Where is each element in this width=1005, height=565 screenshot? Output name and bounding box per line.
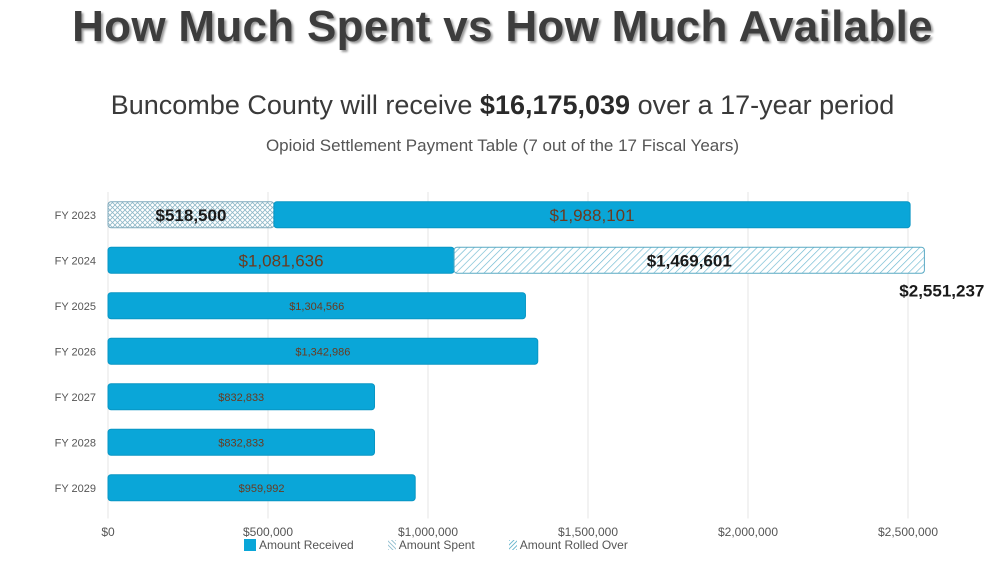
category-labels: FY 2023 FY 2024 FY 2025 FY 2026 FY 2027 FY 20… <box>55 210 96 495</box>
bars <box>107 201 925 502</box>
legend-label-rolled: Amount Rolled Over <box>519 538 628 552</box>
page-title: How Much Spent vs How Much Available <box>72 2 933 51</box>
subtitle: Buncombe County will receive $16,175,039… <box>0 90 1005 121</box>
x-tick-label: $1,500,000 <box>558 525 618 539</box>
bar-amount-received <box>107 383 376 411</box>
data-label: $832,833 <box>218 437 264 449</box>
subtitle-pre: Buncombe County will receive <box>110 90 480 120</box>
bar-amount-received <box>107 428 376 456</box>
legend-item-rolled: Amount Rolled Over <box>508 538 628 552</box>
data-label: $832,833 <box>218 392 264 404</box>
data-label: $959,992 <box>239 483 285 495</box>
legend-swatch-received <box>244 539 256 551</box>
category-label: FY 2024 <box>55 255 96 267</box>
data-label: $1,081,636 <box>239 251 324 270</box>
legend-swatch-rolled <box>508 540 517 550</box>
x-tick-label: $2,500,000 <box>878 525 938 539</box>
legend-swatch-spent <box>387 540 396 550</box>
bar-amount-received <box>107 337 539 365</box>
total-label: $2,551,237 <box>899 281 984 300</box>
bar-amount-rolled-over <box>453 246 925 274</box>
bar-amount-received <box>107 292 526 320</box>
category-label: FY 2029 <box>55 483 96 495</box>
category-label: FY 2028 <box>55 437 96 449</box>
data-label: $518,500 <box>156 206 227 225</box>
x-tick-label: $0 <box>101 525 115 539</box>
bar-amount-received <box>107 474 416 502</box>
legend: Amount Received Amount Spent Amount Roll… <box>244 538 628 552</box>
legend-label-received: Amount Received <box>259 538 354 552</box>
category-label: FY 2027 <box>55 392 96 404</box>
x-tick-label: $2,000,000 <box>718 525 778 539</box>
bar-amount-received <box>273 201 911 229</box>
data-label: $1,304,566 <box>289 301 344 313</box>
x-tick-labels: $0 $500,000 $1,000,000 $1,500,000 $2,000,000… <box>101 525 938 539</box>
legend-label-spent: Amount Spent <box>398 538 475 552</box>
legend-item-spent: Amount Spent <box>387 538 475 552</box>
data-label: $1,342,986 <box>295 346 350 358</box>
category-label: FY 2025 <box>55 301 96 313</box>
subtitle-amount: $16,175,039 <box>479 90 631 120</box>
data-labels: $518,500 $1,988,101 $1,081,636 $1,469,601 $1… <box>156 206 985 495</box>
legend-item-received: Amount Received <box>244 538 354 552</box>
subtitle-post: over a 17-year period <box>630 90 895 120</box>
x-tick-label: $500,000 <box>243 525 293 539</box>
x-tick-label: $1,000,000 <box>398 525 458 539</box>
data-label: $1,988,101 <box>549 206 634 225</box>
data-label: $1,469,601 <box>647 251 732 270</box>
category-label: FY 2026 <box>55 346 96 358</box>
category-label: FY 2023 <box>55 210 96 222</box>
chart-subtitle: Opioid Settlement Payment Table (7 out o… <box>265 136 740 155</box>
